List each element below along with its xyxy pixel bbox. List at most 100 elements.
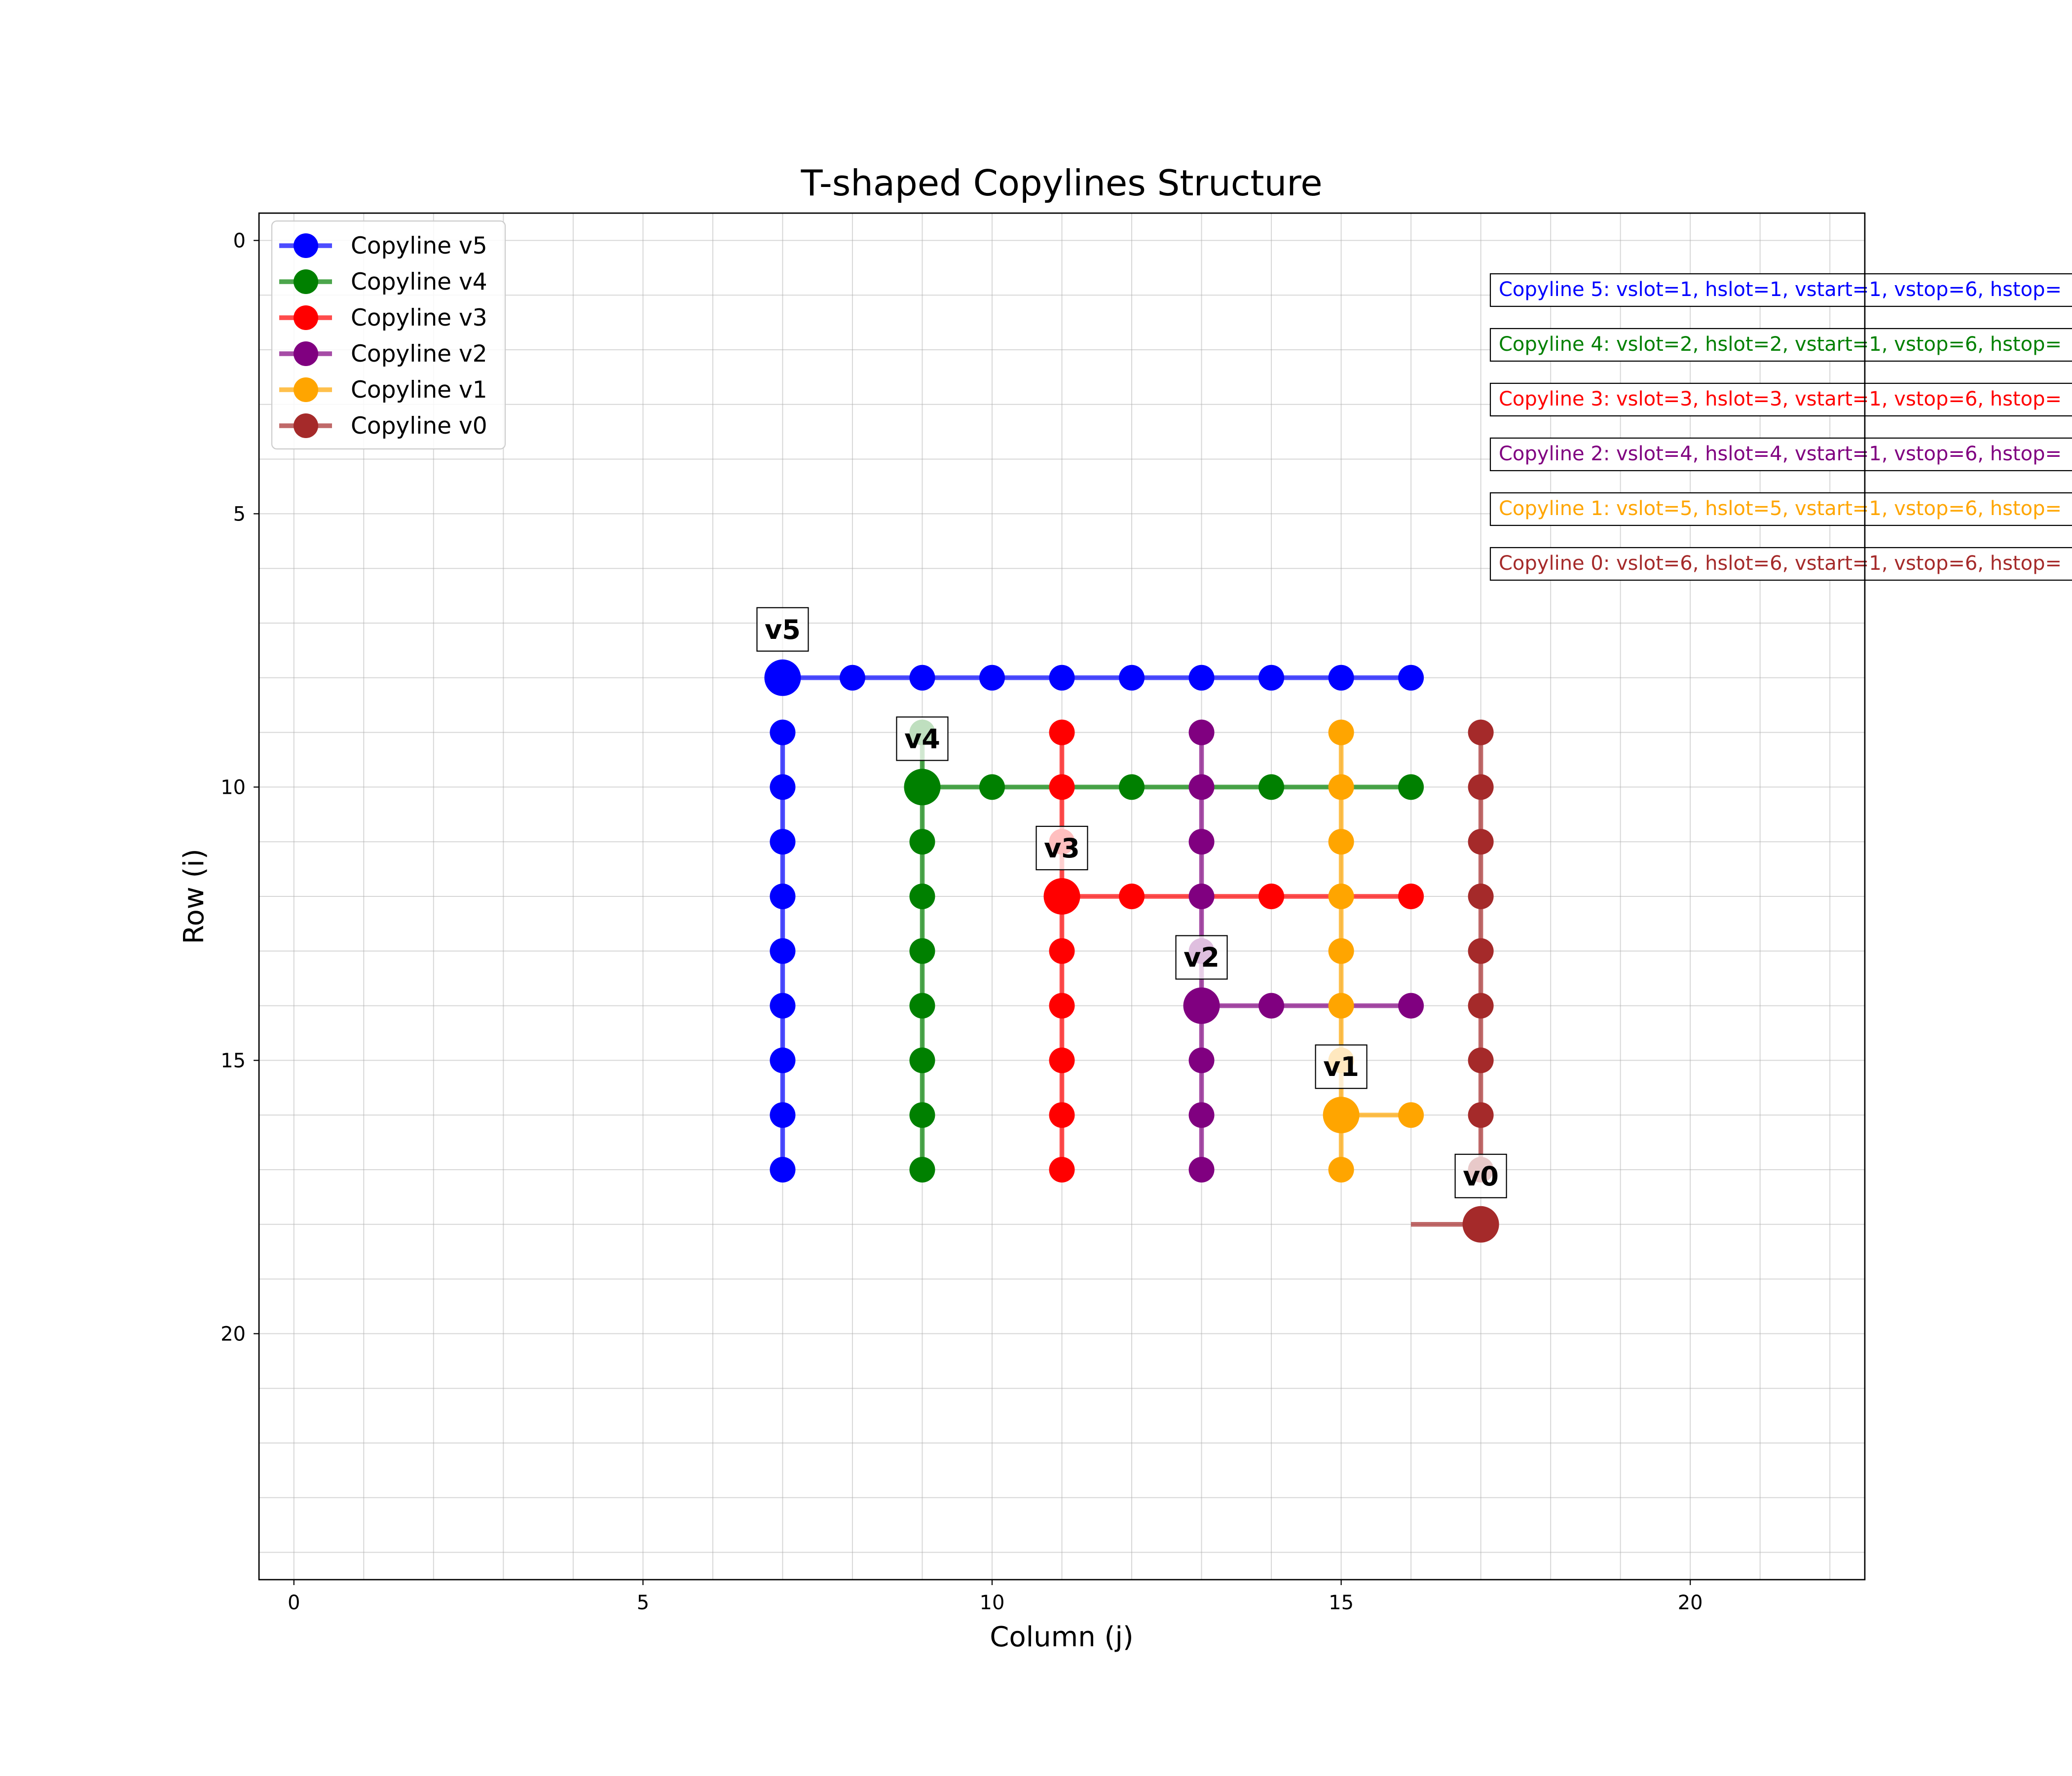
vertex-label-box-v5 — [756, 607, 809, 652]
x-tick-label: 0 — [288, 1591, 300, 1614]
point-v3 — [1049, 1047, 1075, 1073]
point-v5 — [979, 665, 1005, 691]
x-tick-label: 10 — [980, 1591, 1005, 1614]
legend-marker-v4 — [294, 269, 318, 294]
point-v3 — [1049, 1157, 1075, 1183]
point-v4 — [909, 1102, 935, 1128]
point-v5 — [770, 938, 796, 964]
point-v5 — [1188, 665, 1215, 691]
axis-ticks: 0 5 10 15 20 0 5 10 15 20 — [221, 229, 1703, 1614]
series-v2 — [1183, 719, 1424, 1183]
y-tick-label: 5 — [233, 503, 246, 525]
point-v1 — [1328, 829, 1354, 855]
plot-frame — [258, 212, 1866, 1581]
vertex-label-v3: v3 — [1044, 833, 1080, 864]
point-v5 — [770, 829, 796, 855]
point-v1 — [1398, 1102, 1424, 1128]
point-v4 — [909, 884, 935, 909]
point-v2 — [1258, 993, 1285, 1019]
point-v4 — [1398, 774, 1424, 800]
point-v3 — [1049, 993, 1075, 1019]
point-v2 — [1188, 829, 1215, 855]
point-v5 — [770, 993, 796, 1019]
info-text-v5: Copyline 5: vslot=1, hslot=1, vstart=1, … — [1499, 278, 2062, 301]
point-v0 — [1468, 1047, 1494, 1073]
point-v3 — [1049, 1102, 1075, 1128]
info-text-v0: Copyline 0: vslot=6, hslot=6, vstart=1, … — [1499, 552, 2062, 575]
vertex-label-box-v1 — [1315, 1044, 1368, 1089]
point-v1 — [1328, 993, 1354, 1019]
vertex-label-v1: v1 — [1323, 1051, 1359, 1082]
series-v3 — [1043, 719, 1424, 1183]
info-clip-spacer — [1865, 197, 2072, 493]
point-v3 — [1049, 774, 1075, 800]
y-tick-label: 20 — [221, 1323, 246, 1345]
point-v5 — [1119, 665, 1145, 691]
corner-point-v4 — [904, 769, 941, 806]
point-v5 — [770, 774, 796, 800]
legend-label-v3: Copyline v3 — [351, 304, 487, 332]
point-v2 — [1188, 1047, 1215, 1073]
point-v3 — [1049, 938, 1075, 964]
info-boxes: Copyline 5: vslot=1, hslot=1, vstart=1, … — [1489, 197, 2072, 581]
point-v1 — [1328, 719, 1354, 745]
point-v4 — [979, 774, 1005, 800]
vertex-label-box-v3 — [1036, 825, 1088, 871]
info-box-v2 — [1489, 437, 2072, 472]
y-axis-label: Row (i) — [178, 849, 210, 944]
point-v0 — [1468, 829, 1494, 855]
point-v2 — [1188, 1157, 1215, 1183]
info-text-v2: Copyline 2: vslot=4, hslot=4, vstart=1, … — [1499, 443, 2062, 465]
vertex-label-box-v2 — [1175, 935, 1228, 980]
series-layer — [764, 659, 1499, 1243]
point-v1 — [1328, 884, 1354, 909]
series-v5 — [764, 659, 1424, 1183]
vertex-label-box-v4 — [896, 716, 949, 761]
point-v5 — [770, 884, 796, 909]
legend-marker-v3 — [294, 305, 318, 330]
corner-point-v2 — [1183, 987, 1220, 1024]
point-v5 — [770, 1047, 796, 1073]
vertex-label-v5: v5 — [765, 614, 801, 645]
vertex-label-v2: v2 — [1184, 942, 1220, 973]
x-tick-label: 15 — [1329, 1591, 1354, 1614]
point-v5 — [770, 1157, 796, 1183]
legend-marker-v2 — [294, 341, 318, 366]
y-tick-label: 10 — [221, 776, 246, 799]
point-v4 — [909, 993, 935, 1019]
point-v3 — [1258, 884, 1285, 909]
vertex-label-v0: v0 — [1463, 1161, 1499, 1192]
info-text-v3: Copyline 3: vslot=3, hslot=3, vstart=1, … — [1499, 388, 2062, 410]
legend-label-v5: Copyline v5 — [351, 232, 487, 259]
legend-label-v2: Copyline v2 — [351, 340, 487, 368]
legend-label-v0: Copyline v0 — [351, 412, 487, 440]
point-v2 — [1188, 774, 1215, 800]
info-box-v5 — [1489, 273, 2072, 307]
info-box-v0 — [1489, 547, 2072, 581]
point-v3 — [1398, 884, 1424, 909]
point-v1 — [1328, 938, 1354, 964]
point-v0 — [1468, 719, 1494, 745]
point-v3 — [1049, 719, 1075, 745]
x-tick-label: 5 — [637, 1591, 649, 1614]
point-v3 — [1119, 884, 1145, 909]
point-v4 — [1258, 774, 1285, 800]
point-v0 — [1468, 774, 1494, 800]
point-v5 — [1398, 665, 1424, 691]
x-axis-label: Column (j) — [990, 1621, 1134, 1653]
point-v4 — [909, 829, 935, 855]
point-v4 — [909, 1047, 935, 1073]
point-v4 — [1119, 774, 1145, 800]
legend-marker-v1 — [294, 377, 318, 402]
point-v0 — [1468, 1102, 1494, 1128]
point-v2 — [1188, 719, 1215, 745]
point-v5 — [770, 1102, 796, 1128]
corner-point-v5 — [764, 659, 801, 696]
legend-marker-v0 — [294, 413, 318, 438]
point-v4 — [909, 1157, 935, 1183]
corner-point-v0 — [1462, 1206, 1499, 1243]
point-v2 — [1188, 884, 1215, 909]
info-box-v3 — [1489, 382, 2072, 417]
point-v1 — [1328, 1157, 1354, 1183]
